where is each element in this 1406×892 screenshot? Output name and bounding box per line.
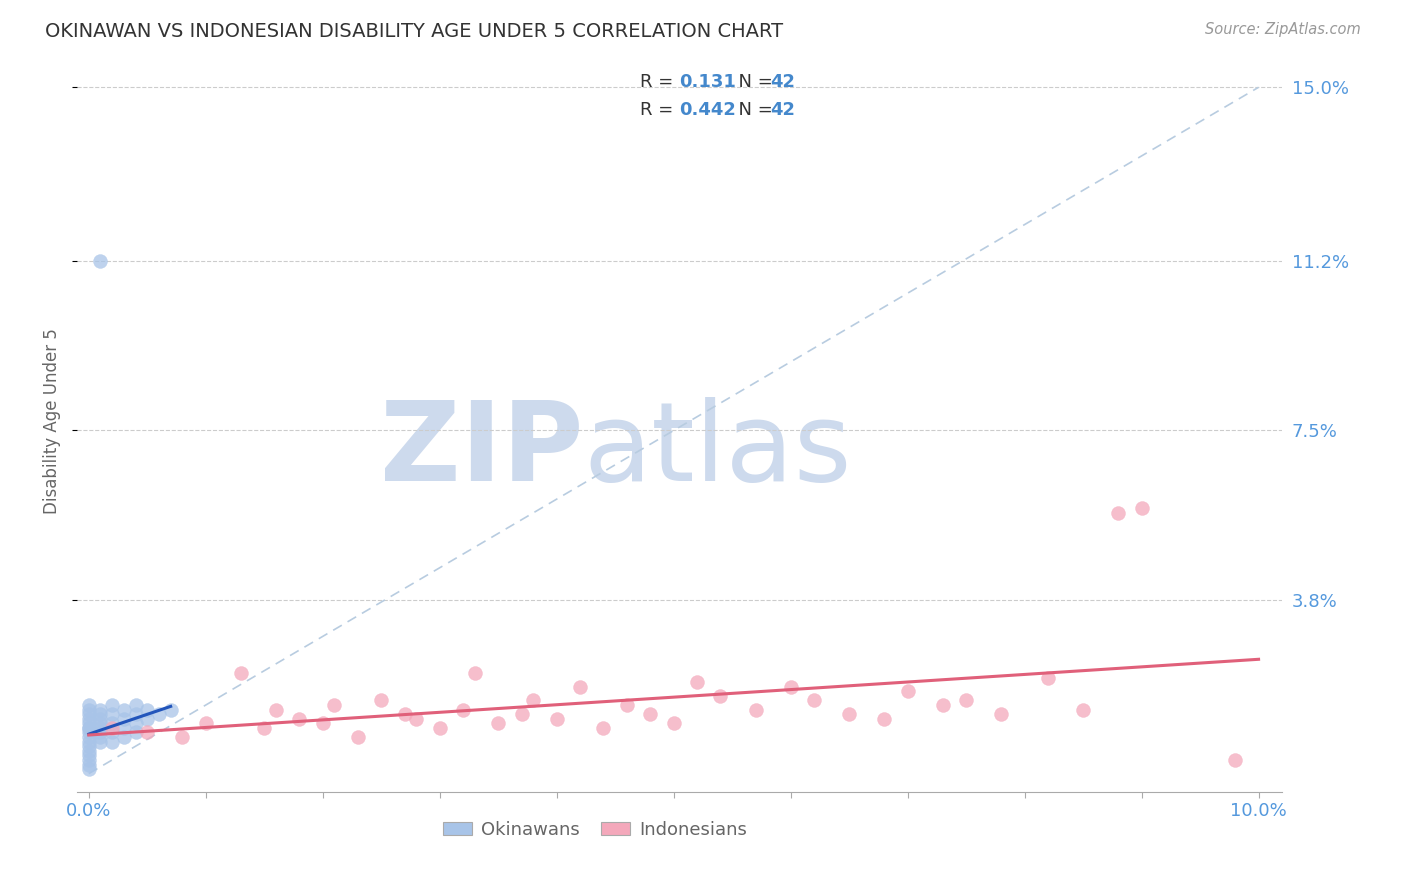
Point [89,707,111,722]
Point [709,689,731,703]
Point [112,703,135,717]
Point [77,762,100,776]
Point [253,721,276,735]
Point [803,693,825,707]
Point [429,721,451,735]
Point [124,707,146,722]
Point [546,712,568,726]
Point [686,675,709,690]
Text: atlas: atlas [583,398,852,505]
Point [1107,506,1129,520]
Point [77,716,100,731]
Point [89,254,111,268]
Point [148,707,170,722]
Point [405,712,427,726]
Text: 42: 42 [770,101,796,119]
Point [136,703,159,717]
Point [264,703,287,717]
Point [172,730,194,744]
Point [662,716,685,731]
Text: Source: ZipAtlas.com: Source: ZipAtlas.com [1205,22,1361,37]
Point [569,680,592,694]
Text: OKINAWAN VS INDONESIAN DISABILITY AGE UNDER 5 CORRELATION CHART: OKINAWAN VS INDONESIAN DISABILITY AGE UN… [45,22,783,41]
Point [124,716,146,731]
Point [229,665,252,680]
Point [464,665,486,680]
Point [955,693,977,707]
Point [312,716,335,731]
Point [932,698,955,712]
Point [77,757,100,772]
Point [1225,753,1247,767]
Point [77,721,100,735]
Text: ZIP: ZIP [380,398,583,505]
Point [1036,671,1059,685]
Point [101,707,124,722]
Point [77,703,100,717]
Point [873,712,896,726]
Point [323,698,346,712]
Point [77,707,100,722]
Point [77,730,100,744]
Point [640,707,662,722]
Point [779,680,801,694]
Point [136,712,159,726]
Point [101,734,124,748]
Point [101,721,124,735]
Text: R =: R = [640,101,679,119]
Point [136,725,159,739]
Point [124,725,146,739]
Point [1130,501,1153,516]
Point [990,707,1012,722]
Point [89,703,111,717]
Point [159,703,181,717]
Point [897,684,920,698]
Point [101,725,124,739]
Point [77,753,100,767]
Point [89,725,111,739]
Point [77,739,100,754]
Point [89,734,111,748]
Point [522,693,544,707]
Point [112,730,135,744]
Point [77,744,100,758]
Text: 0.442: 0.442 [679,101,735,119]
Point [451,703,474,717]
Text: N =: N = [727,101,779,119]
Point [1071,703,1094,717]
Point [77,698,100,712]
Point [89,730,111,744]
Point [89,716,111,731]
Point [347,730,370,744]
Point [124,698,146,712]
Point [194,716,217,731]
Point [77,734,100,748]
Text: N =: N = [727,73,779,91]
Point [101,698,124,712]
Point [288,712,311,726]
Point [394,707,416,722]
Text: 42: 42 [770,73,796,91]
Point [77,721,100,735]
Text: R =: R = [640,73,679,91]
Point [112,721,135,735]
Point [77,748,100,763]
Y-axis label: Disability Age Under 5: Disability Age Under 5 [44,328,60,515]
Point [744,703,766,717]
Point [616,698,638,712]
Point [77,725,100,739]
Point [112,712,135,726]
Point [101,716,124,731]
Point [370,693,392,707]
Text: 0.131: 0.131 [679,73,735,91]
Point [592,721,614,735]
Point [838,707,860,722]
Point [89,721,111,735]
Point [77,712,100,726]
Legend: Okinawans, Indonesians: Okinawans, Indonesians [436,814,755,846]
Point [510,707,533,722]
Point [89,712,111,726]
Point [486,716,509,731]
